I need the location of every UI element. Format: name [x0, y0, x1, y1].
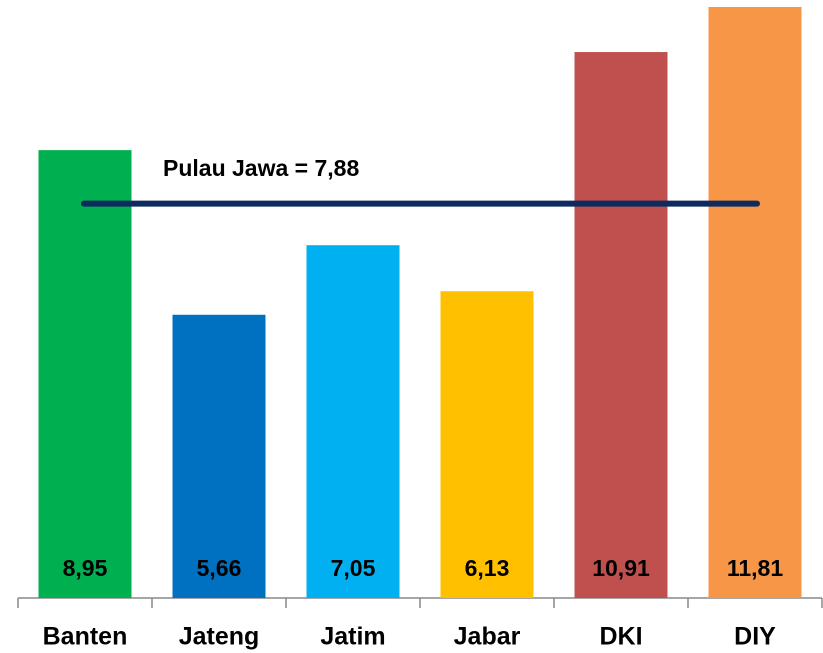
value-label: 11,81 — [727, 555, 783, 581]
bar — [574, 52, 668, 598]
x-tick-label: DIY — [734, 623, 776, 651]
x-tick-label: Jateng — [179, 623, 260, 651]
bar — [708, 7, 802, 598]
bar — [38, 150, 132, 598]
value-label: 7,05 — [331, 555, 376, 581]
x-tick-label: Jatim — [320, 623, 385, 651]
reference-label: Pulau Jawa = 7,88 — [163, 155, 359, 181]
value-label: 5,66 — [197, 555, 242, 581]
value-label: 6,13 — [465, 555, 510, 581]
bar — [440, 291, 534, 598]
bar — [306, 245, 400, 598]
value-label: 8,95 — [63, 555, 108, 581]
x-tick-label: Jabar — [454, 623, 521, 651]
x-tick-label: DKI — [599, 623, 642, 651]
value-label: 10,91 — [592, 555, 650, 581]
x-tick-label: Banten — [43, 623, 128, 651]
bar — [172, 314, 266, 598]
